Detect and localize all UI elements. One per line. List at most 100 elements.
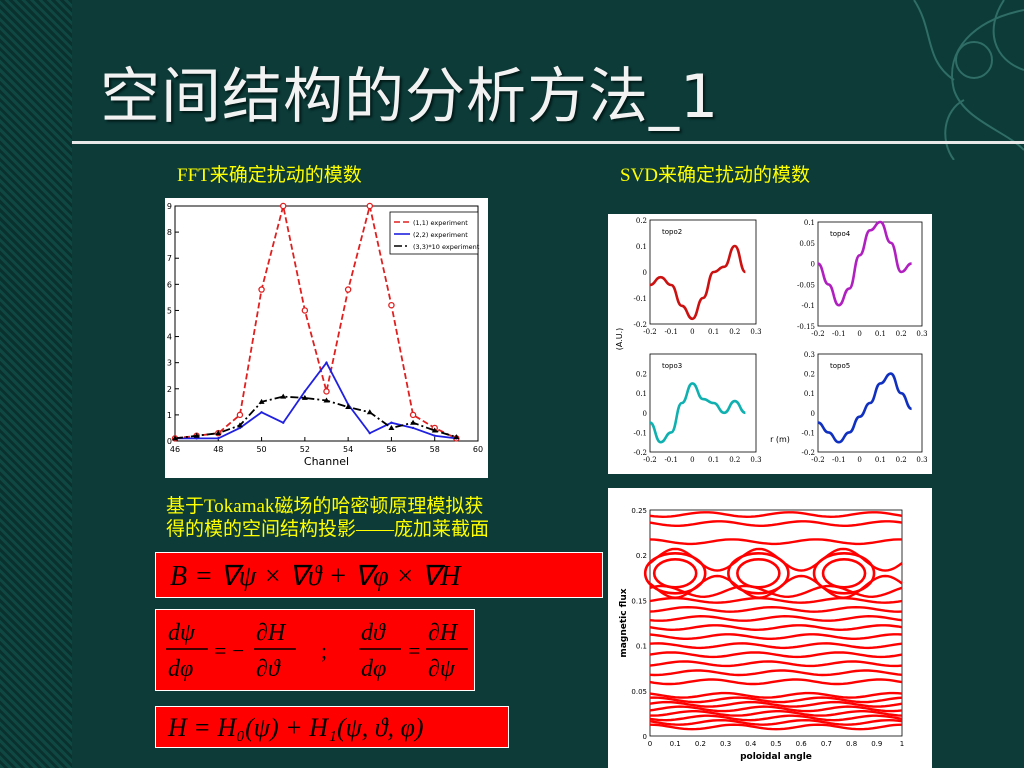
legend-entry: (2,2) experiment bbox=[413, 231, 468, 239]
flux-surface-line bbox=[649, 624, 903, 632]
flux-surface-line bbox=[649, 723, 903, 731]
magnetic-island bbox=[652, 557, 698, 589]
series-line-topo3 bbox=[649, 382, 746, 444]
y-tick-label: 0.05 bbox=[799, 240, 815, 248]
x-tick-label: 0.4 bbox=[745, 740, 757, 748]
svg-text:=: = bbox=[408, 638, 420, 663]
x-tick-label: 0.1 bbox=[875, 456, 886, 464]
equation-hamiltonian: H = H₀(ψ) + H₁(ψ, ϑ, φ) bbox=[155, 706, 509, 748]
y-tick-label: -0.05 bbox=[797, 281, 815, 289]
decorative-corner-ornament bbox=[913, 0, 1024, 160]
x-tick-label: 0.3 bbox=[916, 330, 927, 338]
data-point bbox=[323, 397, 330, 403]
y-tick-label: -0.2 bbox=[802, 449, 816, 457]
x-tick-label: -0.1 bbox=[832, 330, 846, 338]
flux-surface-line bbox=[649, 651, 903, 659]
y-tick-label: 0.2 bbox=[804, 371, 815, 379]
x-tick-label: 0.2 bbox=[896, 456, 907, 464]
x-tick-label: 0.2 bbox=[729, 456, 740, 464]
decorative-left-strip bbox=[0, 0, 72, 768]
y-tick-label: 0.1 bbox=[636, 243, 647, 251]
data-point bbox=[301, 394, 308, 400]
data-point bbox=[453, 434, 460, 440]
y-tick-label: 7 bbox=[167, 254, 172, 263]
y-tick-label: 0.1 bbox=[636, 390, 647, 398]
x-tick-label: 0.1 bbox=[670, 740, 681, 748]
data-point bbox=[301, 307, 309, 314]
data-point bbox=[258, 286, 265, 293]
data-point bbox=[431, 427, 438, 433]
y-tick-label: 0.15 bbox=[631, 597, 647, 605]
x-axis-label: r (m) bbox=[770, 435, 790, 444]
y-tick-label: 9 bbox=[167, 202, 172, 211]
x-tick-label: 50 bbox=[256, 445, 266, 454]
data-point bbox=[409, 411, 417, 419]
x-tick-label: 0.3 bbox=[750, 328, 761, 336]
y-tick-label: 0 bbox=[643, 269, 647, 277]
y-tick-label: -0.2 bbox=[634, 449, 648, 457]
data-point bbox=[368, 431, 371, 435]
x-tick-label: 0.1 bbox=[708, 456, 719, 464]
x-tick-label: 0 bbox=[648, 740, 652, 748]
y-tick-label: 0 bbox=[643, 410, 647, 418]
eq-right-rhs-den: ∂ψ bbox=[428, 656, 456, 682]
data-point bbox=[236, 411, 244, 419]
eq-left-rhs-den: ∂ϑ bbox=[256, 656, 281, 682]
panel-label: topo4 bbox=[830, 230, 851, 238]
y-tick-label: 1 bbox=[167, 411, 172, 420]
y-tick-label: 4 bbox=[167, 333, 172, 342]
y-tick-label: 0.3 bbox=[804, 351, 815, 359]
title-underline bbox=[72, 141, 1024, 144]
magnetic-island bbox=[727, 551, 790, 595]
x-tick-label: 1 bbox=[900, 740, 904, 748]
y-tick-label: 2 bbox=[167, 385, 172, 394]
y-tick-label: 0.2 bbox=[636, 552, 647, 560]
data-point bbox=[325, 361, 328, 364]
slide-title: 空间结构的分析方法_1 bbox=[100, 62, 720, 132]
x-tick-label: 0.2 bbox=[695, 740, 706, 748]
data-point bbox=[260, 411, 263, 414]
caption-tokamak-line2: 得的模的空间结构投影——庞加莱截面 bbox=[166, 519, 490, 540]
x-tick-label: 0.6 bbox=[796, 740, 808, 748]
x-axis-label: Channel bbox=[304, 455, 349, 468]
legend-box bbox=[389, 211, 479, 255]
eq-separator: ; bbox=[321, 638, 327, 663]
data-point bbox=[390, 421, 393, 424]
x-tick-label: -0.1 bbox=[664, 456, 678, 464]
x-tick-label: 48 bbox=[213, 445, 223, 454]
x-tick-label: -0.1 bbox=[832, 456, 846, 464]
x-tick-label: -0.2 bbox=[643, 328, 657, 336]
caption-fft: FFT来确定扰动的模数 bbox=[177, 165, 362, 186]
data-point bbox=[388, 424, 395, 430]
flux-surface-line bbox=[649, 633, 903, 640]
x-tick-label: 0.3 bbox=[750, 456, 761, 464]
magnetic-island bbox=[736, 557, 781, 589]
data-point bbox=[236, 422, 243, 428]
flux-surface-line bbox=[649, 596, 903, 604]
y-tick-label: 0.1 bbox=[804, 219, 815, 227]
svd-panel-topo4 bbox=[817, 221, 923, 327]
x-tick-label: 52 bbox=[300, 445, 310, 454]
x-tick-label: 0.2 bbox=[729, 328, 740, 336]
x-tick-label: 0 bbox=[690, 456, 694, 464]
data-point bbox=[366, 409, 373, 415]
flux-surface-line bbox=[649, 614, 903, 622]
magnetic-island bbox=[821, 557, 867, 589]
poincare-section-chart: 0 0.1 0.2 0.3 0.4 0.5 0.6 0.7 0.8 0.9 1 0 0.05 0.1 0.1… bbox=[608, 488, 932, 768]
data-point bbox=[172, 435, 178, 441]
equation-hamilton: dψ dφ = − ∂H ∂ϑ ; dϑ dφ = ∂H ∂ψ bbox=[155, 609, 475, 691]
flux-surface-line bbox=[649, 705, 903, 713]
y-tick-label: 0 bbox=[811, 410, 815, 418]
x-tick-label: 58 bbox=[430, 445, 440, 454]
flux-surface-line bbox=[649, 691, 903, 699]
svd-panel-topo2 bbox=[649, 219, 757, 325]
data-point bbox=[215, 430, 222, 436]
eq-left-den: dφ bbox=[168, 656, 193, 682]
legend-entry: (3,3)*10 experiment bbox=[413, 243, 480, 251]
flux-surface-line bbox=[649, 669, 903, 677]
equation-hamiltonian-text: H = H₀(ψ) + H₁(ψ, ϑ, φ) bbox=[167, 713, 424, 742]
y-tick-label: 0.2 bbox=[636, 217, 647, 225]
eq-left-num: dψ bbox=[168, 620, 196, 646]
x-tick-label: 0.5 bbox=[770, 740, 781, 748]
